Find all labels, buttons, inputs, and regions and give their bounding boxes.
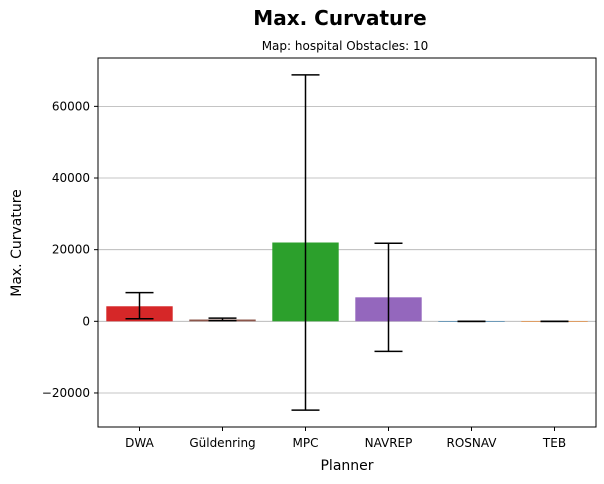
x-ticks: DWA Güldenring MPC NAVREP ROSNAV TEB (125, 427, 566, 450)
x-tick-label: ROSNAV (446, 436, 497, 450)
y-tick-label: 0 (82, 314, 90, 328)
error-bar-navrep (374, 242, 403, 353)
x-tick-label: TEB (542, 436, 566, 450)
y-tick-label: 40000 (52, 171, 90, 185)
y-tick-label: −20000 (42, 386, 90, 400)
error-bars (125, 74, 569, 411)
x-axis-label: Planner (320, 458, 373, 474)
y-axis-label: Max. Curvature (9, 189, 25, 297)
chart-subtitle: Map: hospital Obstacles: 10 (262, 39, 429, 53)
x-tick-label: DWA (125, 436, 154, 450)
error-bar-mpc (291, 74, 320, 411)
chart-title: Max. Curvature (253, 6, 426, 30)
x-tick-label: MPC (293, 436, 319, 450)
y-gridlines (98, 105, 596, 394)
error-bar-dwa (125, 291, 154, 320)
y-tick-label: 20000 (52, 243, 90, 257)
x-tick-label: NAVREP (365, 436, 413, 450)
y-ticks: −20000 0 20000 40000 60000 (42, 99, 98, 400)
plot-frame (97, 57, 597, 428)
error-bar-güldenring (208, 317, 237, 322)
bars (106, 242, 588, 322)
y-tick-label: 60000 (52, 99, 90, 113)
x-tick-label: Güldenring (189, 436, 255, 450)
